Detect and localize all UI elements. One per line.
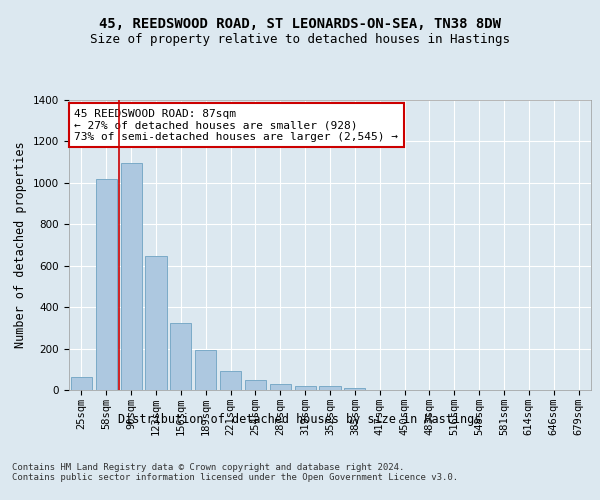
Bar (295, 386, 316, 390)
Y-axis label: Number of detached properties: Number of detached properties (14, 142, 28, 348)
Bar (319, 386, 341, 390)
Text: Contains HM Land Registry data © Crown copyright and database right 2024.
Contai: Contains HM Land Registry data © Crown c… (12, 462, 458, 482)
Text: 45 REEDSWOOD ROAD: 87sqm
← 27% of detached houses are smaller (928)
73% of semi-: 45 REEDSWOOD ROAD: 87sqm ← 27% of detach… (74, 108, 398, 142)
Bar (270, 384, 291, 390)
Bar (220, 372, 241, 390)
Bar (245, 380, 266, 390)
Bar (71, 376, 92, 390)
Text: 45, REEDSWOOD ROAD, ST LEONARDS-ON-SEA, TN38 8DW: 45, REEDSWOOD ROAD, ST LEONARDS-ON-SEA, … (99, 18, 501, 32)
Text: Distribution of detached houses by size in Hastings: Distribution of detached houses by size … (118, 412, 482, 426)
Bar (344, 388, 365, 390)
Bar (96, 178, 117, 390)
Bar (145, 256, 167, 390)
Bar (170, 322, 191, 390)
Text: Size of property relative to detached houses in Hastings: Size of property relative to detached ho… (90, 32, 510, 46)
Bar (121, 163, 142, 390)
Bar (195, 350, 216, 390)
